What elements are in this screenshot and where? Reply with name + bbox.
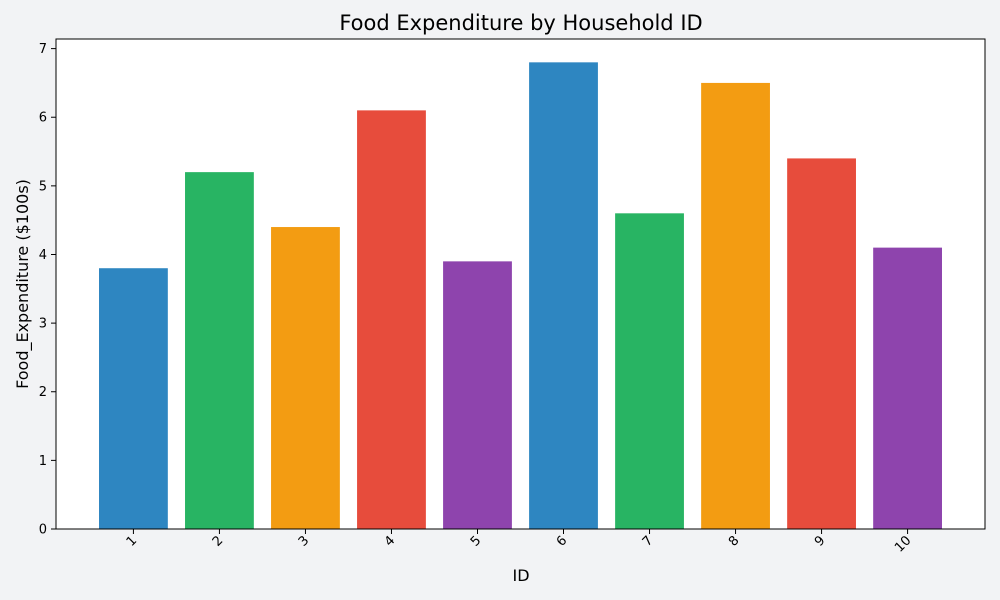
x-tick-label: 5 (468, 533, 484, 549)
bars-group (99, 62, 942, 530)
y-tick-label: 7 (39, 42, 47, 57)
plot-frame (55, 38, 986, 530)
y-tick-label: 5 (39, 179, 47, 194)
bar-7 (615, 213, 684, 529)
x-tick-label: 7 (640, 533, 656, 549)
x-tick-label: 8 (726, 533, 742, 549)
bar-10 (873, 247, 942, 530)
x-tick-label: 2 (210, 533, 226, 549)
y-tick-label: 4 (39, 248, 47, 263)
bar-9 (787, 158, 856, 530)
x-tick-label: 9 (812, 533, 828, 549)
bar-4 (357, 110, 426, 529)
x-tick-label: 3 (296, 533, 312, 549)
bar-2 (185, 172, 254, 529)
y-tick-label: 6 (39, 111, 47, 126)
x-tick-label: 1 (124, 533, 140, 549)
x-tick-label: 6 (554, 533, 570, 549)
y-axis-label: Food_Expenditure ($100s) (13, 179, 33, 389)
y-tick-label: 3 (39, 317, 47, 332)
y-tick-label: 0 (39, 523, 47, 538)
y-axis: 0 1 2 3 4 5 6 7 (39, 42, 56, 538)
x-tick-label: 10 (892, 533, 914, 555)
bar-3 (271, 227, 340, 529)
bar-8 (701, 82, 770, 529)
bar-6 (529, 62, 598, 529)
y-tick-label: 1 (39, 454, 47, 469)
x-tick-label: 4 (382, 533, 398, 549)
chart-title: Food Expenditure by Household ID (339, 11, 702, 35)
bar-5 (443, 261, 512, 529)
bar-1 (99, 268, 168, 529)
x-axis: 1 2 3 4 5 6 7 8 9 10 (124, 529, 914, 556)
x-axis-label: ID (512, 566, 529, 585)
y-tick-label: 2 (39, 385, 47, 400)
